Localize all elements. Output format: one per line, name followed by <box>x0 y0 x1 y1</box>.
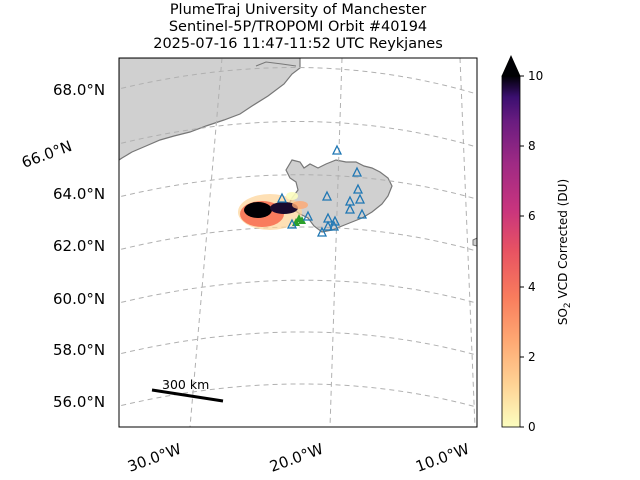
colorbar-extend-arrow <box>501 55 521 77</box>
greenland-inlet <box>255 61 297 67</box>
lat-label-68: 68.0°N <box>53 81 105 99</box>
colorbar-tick-2: 2 <box>528 350 536 364</box>
title-line-3: 2025-07-16 11:47-11:52 UTC Reykjanes <box>153 36 443 52</box>
latitude-labels: 68.0°N 66.0°N 64.0°N 62.0°N 60.0°N 58.0°… <box>19 81 105 411</box>
colorbar-label-rest: VCD Corrected (DU) <box>556 179 570 302</box>
plume-edge <box>286 192 298 200</box>
colorbar-tick-6: 6 <box>528 209 536 223</box>
colorbar-tick-10: 10 <box>528 69 543 83</box>
scale-bar-label: 300 km <box>162 377 209 392</box>
scale-bar-line <box>151 388 224 403</box>
colorbar-tick-8: 8 <box>528 139 536 153</box>
colorbar-tick-4: 4 <box>528 280 536 294</box>
lon-label-10: 10.0°W <box>413 440 472 476</box>
lon-label-30: 30.0°W <box>125 440 184 476</box>
colorbar: 0 2 4 6 8 10 SO2 VCD Corrected (DU) <box>501 55 573 434</box>
lat-label-60: 60.0°N <box>53 290 105 308</box>
greenland-landmass <box>119 58 301 161</box>
volcano-markers <box>276 144 368 237</box>
title-line-1: PlumeTraj University of Manchester <box>170 2 426 18</box>
longitude-labels: 30.0°W 20.0°W 10.0°W <box>125 440 472 476</box>
so2-plume <box>238 192 308 230</box>
colorbar-tick-marks <box>520 75 524 428</box>
plume-core-east <box>270 202 298 214</box>
colorbar-label-sub: 2 <box>563 302 573 308</box>
lat-label-66: 66.0°N <box>19 137 74 172</box>
colorbar-tick-0: 0 <box>528 420 536 434</box>
graticule <box>119 58 477 427</box>
plume-core <box>244 202 272 218</box>
lat-label-64: 64.0°N <box>53 185 105 203</box>
colorbar-label: SO2 VCD Corrected (DU) <box>556 179 573 325</box>
lon-label-20: 20.0°W <box>267 440 326 476</box>
colorbar-label-main: SO <box>556 308 570 325</box>
title-line-2: Sentinel-5P/TROPOMI Orbit #40194 <box>169 19 427 35</box>
map-frame <box>118 57 478 428</box>
lat-label-62: 62.0°N <box>53 237 105 255</box>
lat-label-56: 56.0°N <box>53 393 105 411</box>
lat-label-58: 58.0°N <box>53 341 105 359</box>
colorbar-gradient <box>501 75 521 428</box>
faroe-fragment <box>472 237 477 247</box>
map-area: 300 km <box>119 58 477 427</box>
plume-tail <box>292 201 308 209</box>
